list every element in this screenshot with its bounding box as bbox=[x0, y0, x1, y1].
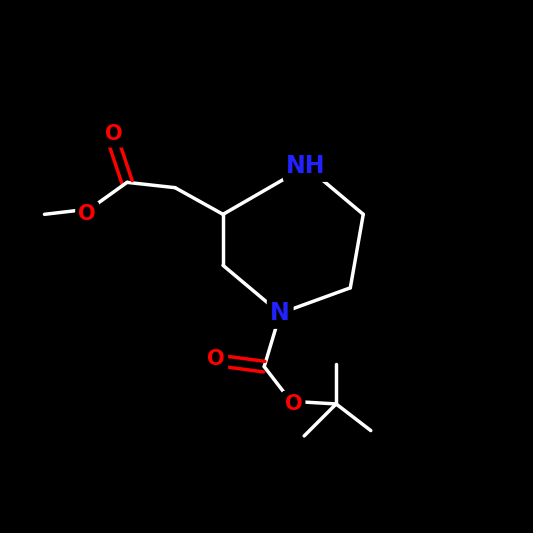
Text: O: O bbox=[207, 349, 225, 369]
Text: O: O bbox=[105, 124, 123, 144]
Text: O: O bbox=[285, 394, 302, 414]
Text: O: O bbox=[78, 204, 96, 224]
Text: NH: NH bbox=[286, 155, 326, 179]
Text: N: N bbox=[270, 301, 290, 325]
